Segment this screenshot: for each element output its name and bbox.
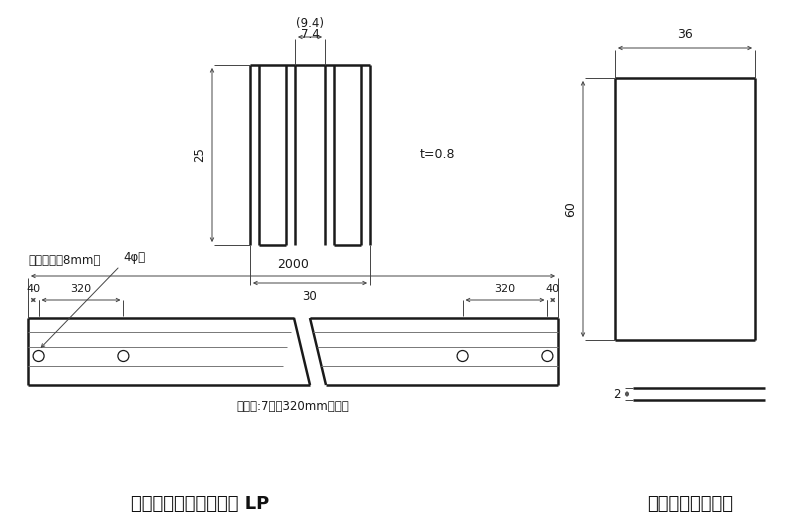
Text: (9.4): (9.4) [296, 17, 324, 30]
Text: 2000: 2000 [277, 257, 309, 270]
Text: 320: 320 [70, 284, 91, 294]
Text: 取付穴:7個　320mmピッチ: 取付穴:7個 320mmピッチ [236, 400, 349, 413]
Text: 7.4: 7.4 [300, 28, 320, 41]
Text: （　）内は8mm用: （ ）内は8mm用 [28, 254, 100, 267]
Text: 60: 60 [565, 201, 578, 217]
Text: 40: 40 [26, 284, 40, 294]
Text: キッチンディバイダー LP: キッチンディバイダー LP [131, 495, 269, 513]
Text: 40: 40 [545, 284, 560, 294]
Text: t=0.8: t=0.8 [420, 148, 456, 161]
Text: 25: 25 [194, 148, 207, 162]
Text: 36: 36 [677, 28, 693, 41]
Text: 4φ穴: 4φ穴 [123, 251, 145, 264]
Text: ジョイントシート: ジョイントシート [647, 495, 733, 513]
Text: 320: 320 [494, 284, 516, 294]
Text: 30: 30 [303, 290, 317, 303]
Text: 2: 2 [614, 388, 621, 400]
